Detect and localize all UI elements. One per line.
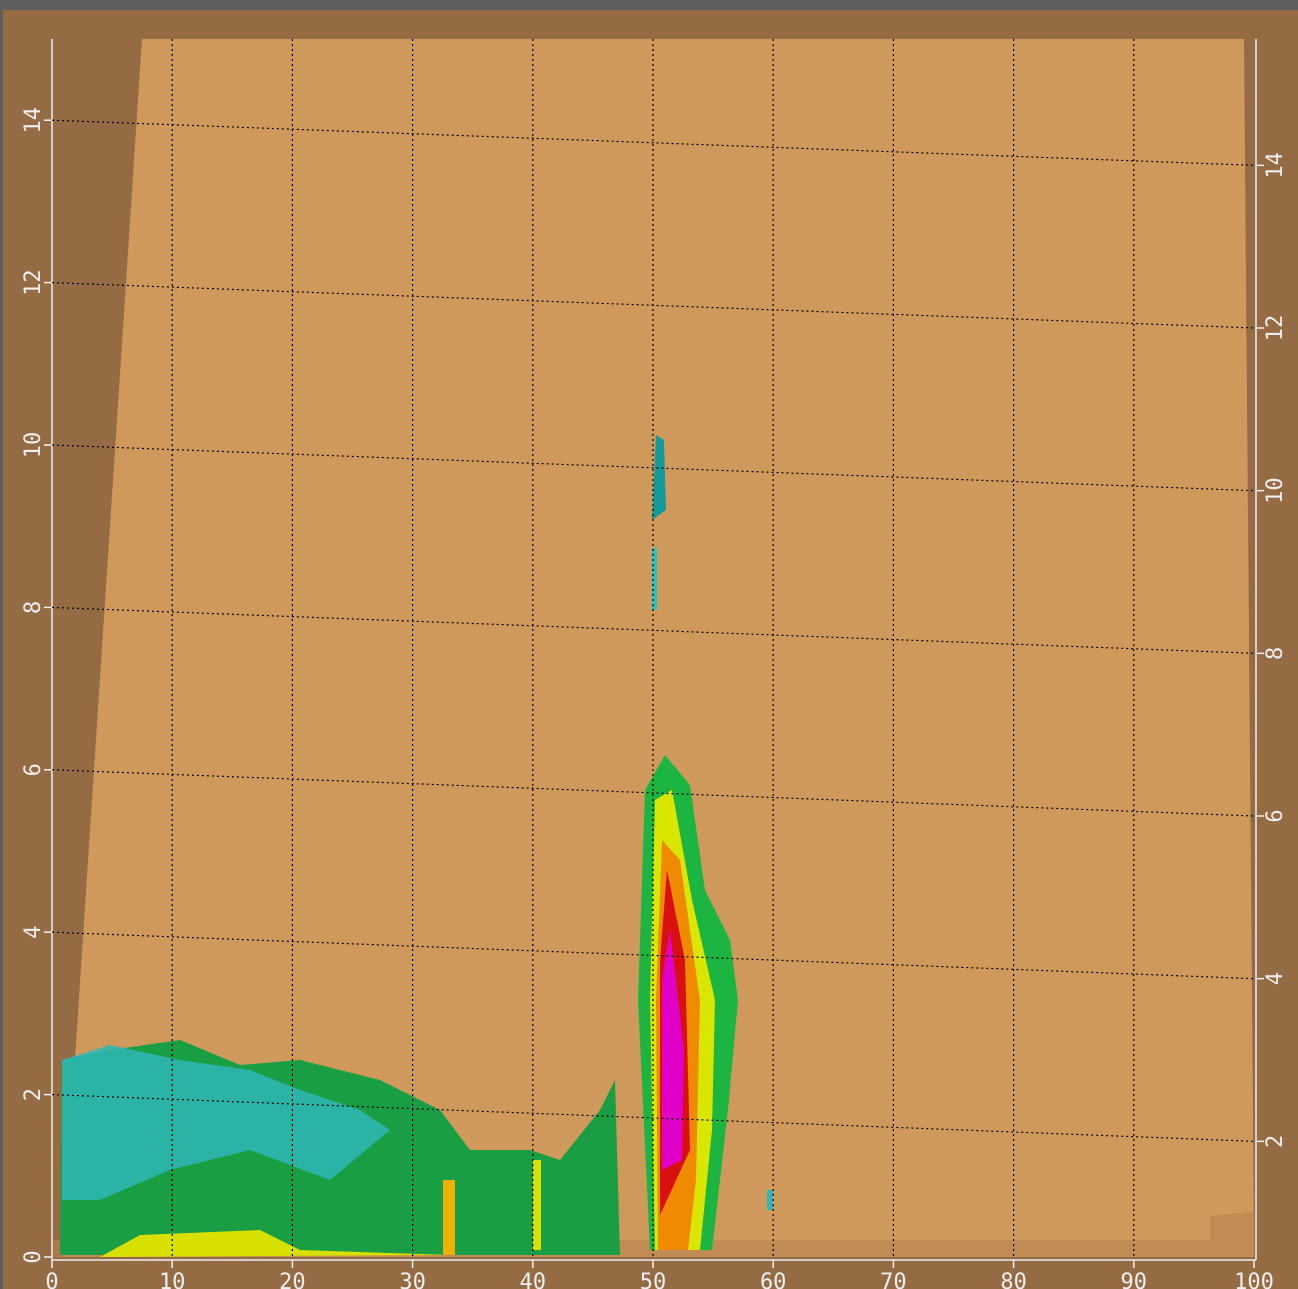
x-tick-label: 90 [1121, 1270, 1148, 1289]
x-tick-label: 100 [1234, 1270, 1274, 1289]
x-tick-label: 60 [760, 1270, 787, 1289]
x-tick-label: 50 [640, 1270, 667, 1289]
y-tick-label: 4 [21, 926, 46, 939]
y2-tick-label: 4 [1263, 972, 1288, 985]
y2-tick-label: 12 [1263, 315, 1288, 342]
y-tick-label: 10 [21, 432, 46, 459]
clutter-core [533, 1160, 541, 1250]
y2-tick-label: 2 [1263, 1135, 1288, 1148]
y-tick-label: 14 [21, 107, 46, 134]
x-tick-label: 70 [880, 1270, 907, 1289]
y2-tick-label: 14 [1263, 152, 1288, 179]
x-tick-label: 20 [279, 1270, 306, 1289]
x-tick-label: 30 [399, 1270, 426, 1289]
y2-tick-label: 8 [1263, 647, 1288, 660]
y2-tick-label: 10 [1263, 477, 1288, 504]
x-tick-label: 80 [1000, 1270, 1027, 1289]
x-tick-label: 40 [520, 1270, 547, 1289]
small-echo [767, 1190, 773, 1210]
y2-tick-label: 6 [1263, 809, 1288, 822]
x-tick-label: 10 [159, 1270, 186, 1289]
y-tick-label: 6 [21, 763, 46, 776]
y-tick-label: 0 [21, 1250, 46, 1263]
y-tick-label: 8 [21, 601, 46, 614]
chart: 0 10 20 30 40 50 60 70 80 90 100 0 2 4 6 8 10 12 14 2 4 6 8 10 1… [0, 0, 1298, 1289]
clutter-core [443, 1180, 455, 1255]
x-tick-label: 0 [45, 1270, 58, 1289]
y-tick-label: 2 [21, 1088, 46, 1101]
y-tick-label: 12 [21, 269, 46, 296]
